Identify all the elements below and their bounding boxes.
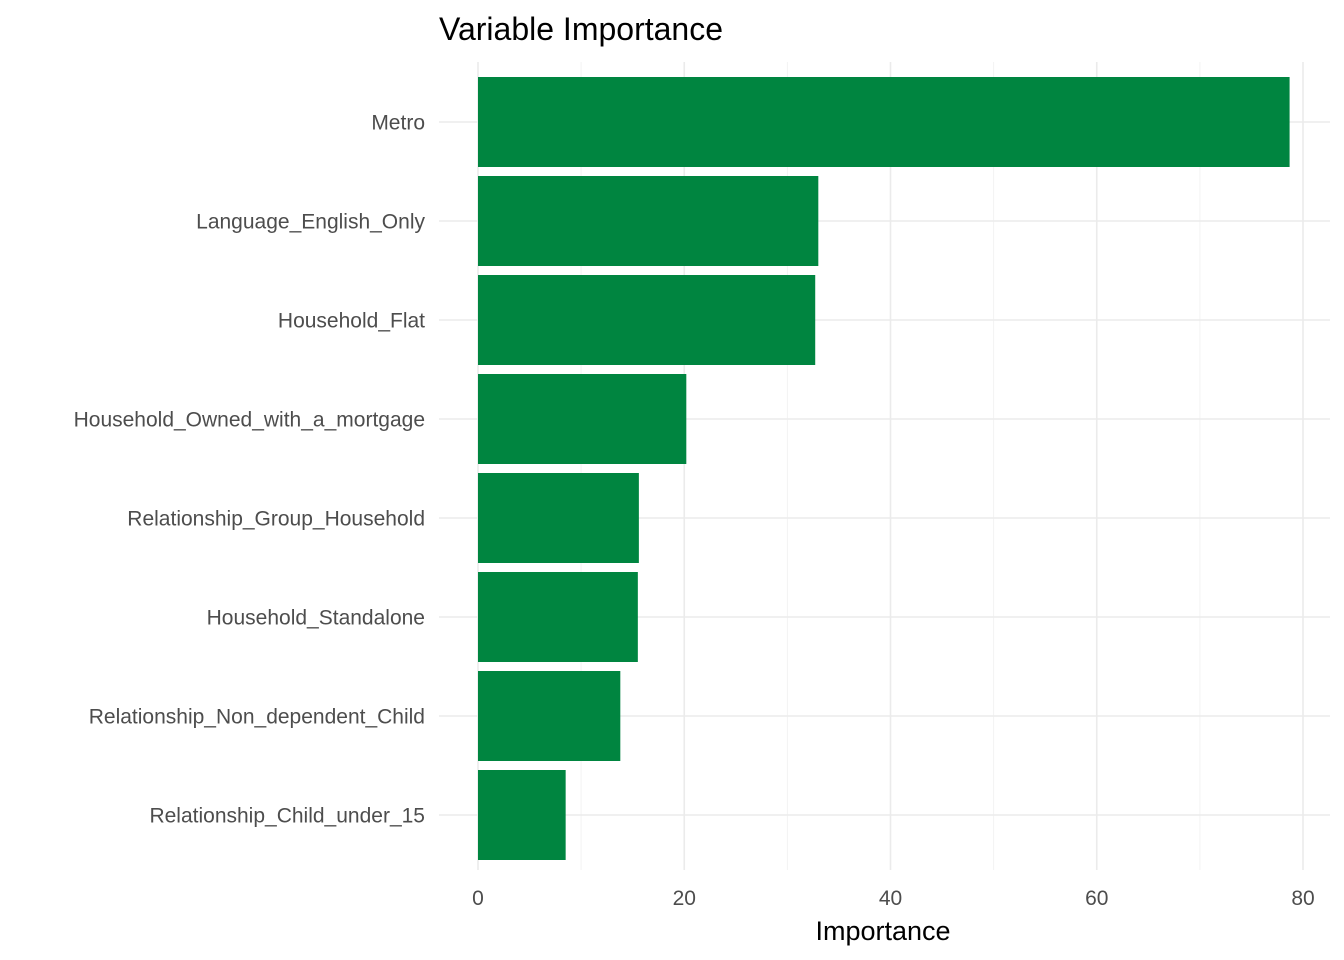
bar-metro (478, 77, 1290, 167)
category-label: Relationship_Group_Household (127, 508, 425, 531)
x-tick-label: 60 (1085, 887, 1108, 910)
x-axis-title: Importance (815, 916, 950, 946)
bars (478, 77, 1290, 860)
category-label: Relationship_Child_under_15 (149, 805, 425, 828)
y-axis-tick-labels: Metro Language_English_Only Household_Flat… (74, 112, 426, 828)
bar-household-flat (478, 275, 816, 365)
bar-relationship-child-under-15 (478, 770, 566, 860)
x-tick-label: 80 (1291, 887, 1314, 910)
chart-title: Variable Importance (439, 11, 723, 47)
category-label: Household_Standalone (207, 607, 425, 630)
bar-household-owned-with-a-mortgage (478, 374, 687, 464)
category-label: Metro (371, 112, 425, 135)
x-tick-label: 20 (673, 887, 696, 910)
category-label: Household_Flat (278, 310, 425, 333)
category-label: Language_English_Only (196, 211, 425, 234)
bar-relationship-non-dependent-child (478, 671, 621, 761)
x-tick-label: 0 (472, 887, 484, 910)
category-label: Household_Owned_with_a_mortgage (74, 409, 425, 432)
bar-household-standalone (478, 572, 638, 662)
x-axis-tick-labels: 0 20 40 60 80 (472, 887, 1315, 910)
category-label: Relationship_Non_dependent_Child (89, 706, 425, 729)
bar-language-english-only (478, 176, 819, 266)
bar-relationship-group-household (478, 473, 639, 563)
x-tick-label: 40 (879, 887, 902, 910)
